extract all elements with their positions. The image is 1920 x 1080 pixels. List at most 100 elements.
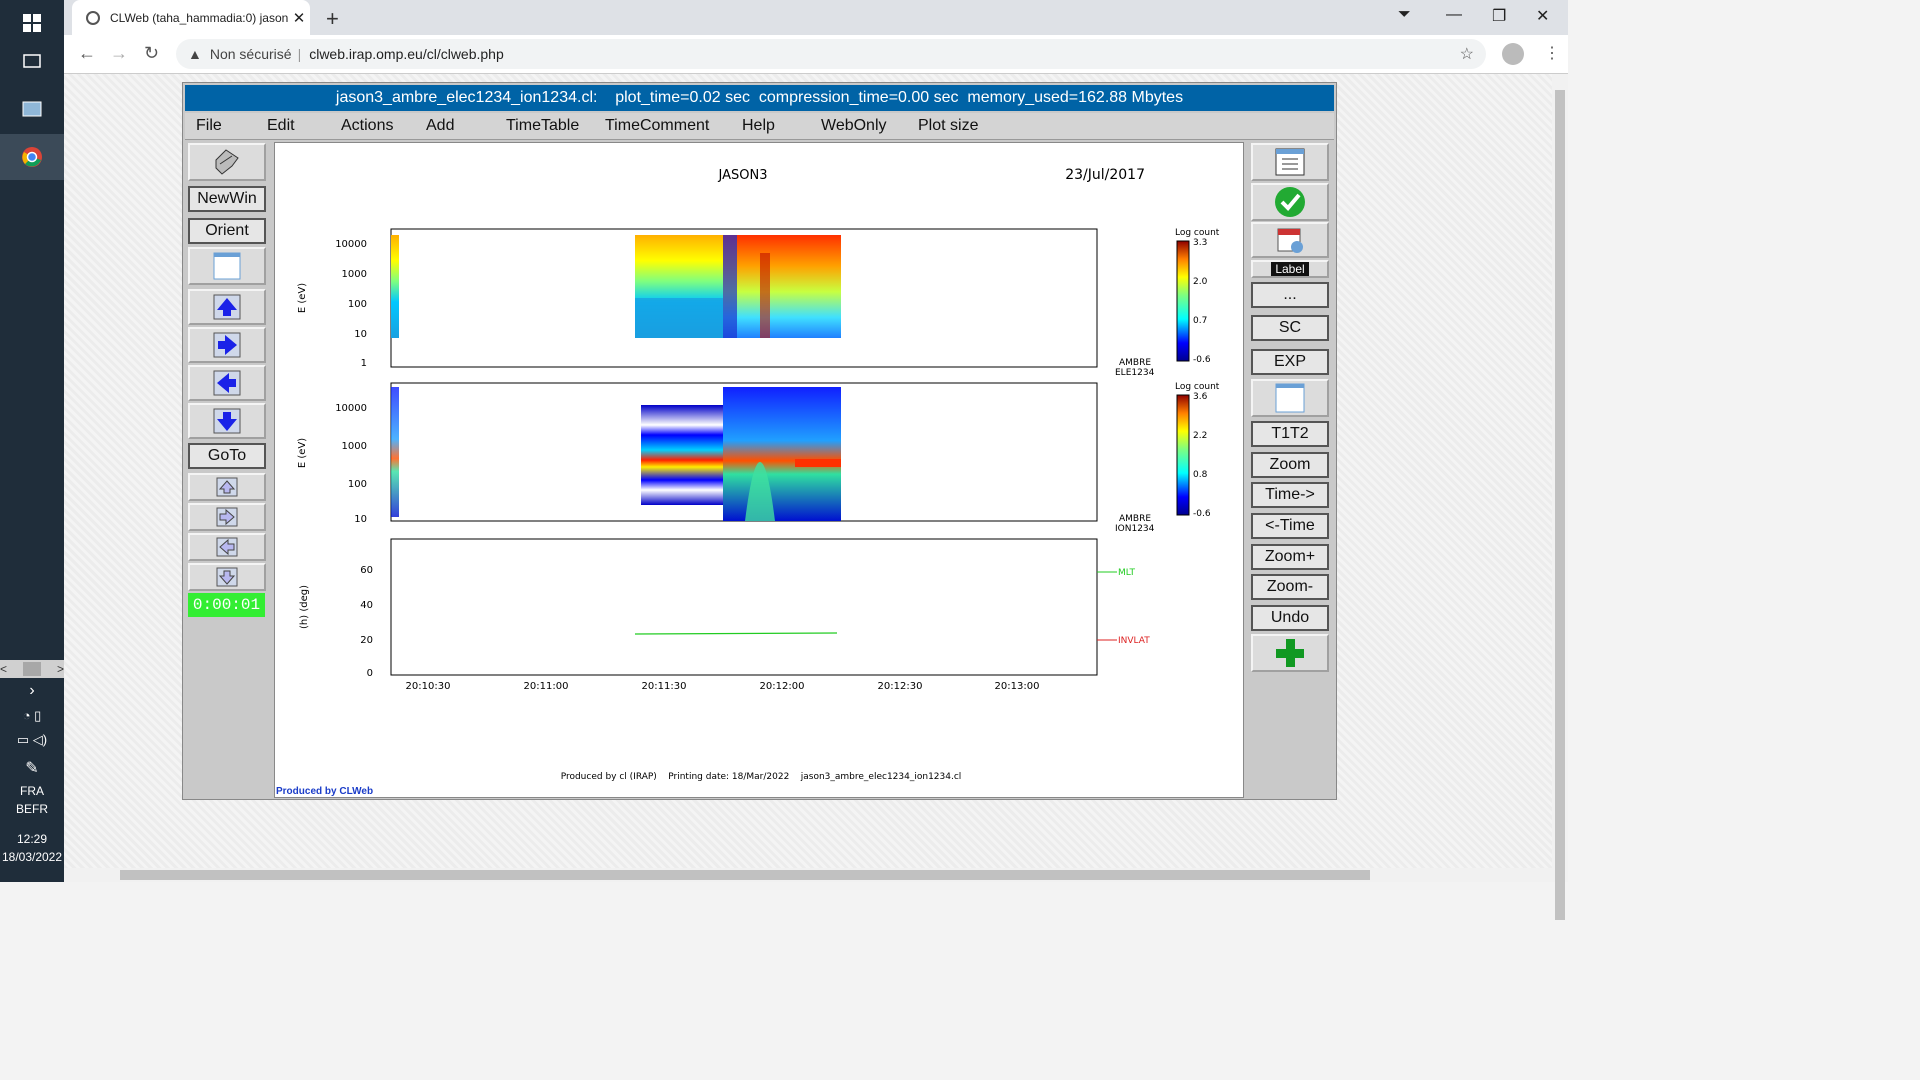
scroll-thumb[interactable] <box>23 662 41 676</box>
list-window-button[interactable] <box>1251 143 1329 181</box>
menu-kebab-icon[interactable]: ⋮ <box>1544 45 1560 62</box>
security-label[interactable]: Non sécurisé <box>209 46 292 62</box>
menu-timecomment[interactable]: TimeComment <box>605 117 710 134</box>
close-icon[interactable]: ✕ <box>292 9 306 27</box>
print-button[interactable] <box>188 143 266 181</box>
pan-left-button[interactable] <box>188 365 266 401</box>
clock-date[interactable]: 18/03/2022 <box>1 850 63 864</box>
plot-mission-title: JASON3 <box>718 168 768 183</box>
panel-ion-spectrogram[interactable]: 10000 1000 100 10 E (eV) AMBRE ION1234 L… <box>297 382 1220 534</box>
add-panel-button[interactable] <box>1251 634 1329 672</box>
pen-icon[interactable]: ✎ <box>25 760 39 777</box>
window2-button[interactable] <box>1251 379 1329 417</box>
menu-edit[interactable]: Edit <box>267 117 295 134</box>
time-back-button[interactable]: <-Time <box>1251 513 1329 539</box>
back-icon[interactable]: ← <box>78 43 96 63</box>
url-text[interactable]: clweb.irap.omp.eu/cl/clweb.php <box>309 46 504 62</box>
time-forward-button[interactable]: Time-> <box>1251 482 1329 508</box>
spectrogram-feature <box>760 253 770 338</box>
goto-button[interactable]: GoTo <box>188 443 266 469</box>
calendar-icon <box>1277 228 1303 253</box>
profile-icon[interactable] <box>1502 43 1524 65</box>
colorbar-title: Log count <box>1175 382 1220 392</box>
sc-button[interactable]: SC <box>1251 315 1329 341</box>
more-button[interactable]: ... <box>1251 282 1329 308</box>
zoom-out-button[interactable]: Zoom- <box>1251 574 1329 600</box>
panel-electron-spectrogram[interactable]: 10000 1000 100 10 1 E (eV) AMBRE ELE1234… <box>297 228 1220 378</box>
bookmark-star-icon[interactable]: ☆ <box>1459 46 1474 63</box>
chevron-right-icon[interactable]: › <box>29 682 35 699</box>
colorbar <box>1176 394 1190 516</box>
menu-file[interactable]: File <box>196 117 222 134</box>
menu-plot-size[interactable]: Plot size <box>918 117 979 134</box>
orient-button[interactable]: Orient <box>188 218 266 244</box>
mlt-line <box>634 632 838 635</box>
chrome-taskbar-icon[interactable] <box>0 134 64 180</box>
panel1-product-label: ELE1234 <box>1115 368 1155 378</box>
panel2-product-label: ION1234 <box>1115 524 1155 534</box>
zoom-button[interactable]: Zoom <box>1251 452 1329 478</box>
arrow-down-icon <box>213 408 241 434</box>
minimize-icon[interactable]: — <box>1446 6 1462 23</box>
panel3-ytick: 40 <box>360 600 373 611</box>
validate-button[interactable] <box>1251 183 1329 221</box>
small-up-button[interactable] <box>188 473 266 501</box>
scroll-thumb[interactable] <box>1555 90 1565 920</box>
colorbar-tick: -0.6 <box>1193 509 1211 519</box>
menu-add[interactable]: Add <box>426 117 455 134</box>
menu-help[interactable]: Help <box>742 117 775 134</box>
menu-webonly[interactable]: WebOnly <box>821 117 887 134</box>
plot-date: 23/Jul/2017 <box>1065 167 1145 183</box>
task-view-icon[interactable] <box>0 38 64 84</box>
wifi-icon[interactable]: ◔ ▯ <box>22 708 42 723</box>
tab-search-icon[interactable]: ⏷ <box>1398 6 1411 23</box>
window-close-icon[interactable]: ✕ <box>1536 8 1550 25</box>
newwin-button[interactable]: NewWin <box>188 186 266 212</box>
windows-start-icon[interactable] <box>0 0 64 46</box>
chevron-right-icon[interactable]: > <box>56 662 64 676</box>
chevron-left-icon[interactable]: < <box>0 662 8 676</box>
pan-right-button[interactable] <box>188 327 266 363</box>
pan-up-button[interactable] <box>188 289 266 325</box>
tab-title: CLWeb (taha_hammadia:0) jason3 <box>110 10 288 25</box>
taskbar-scroller[interactable]: < > <box>0 660 64 678</box>
plot-canvas[interactable]: JASON3 23/Jul/2017 10000 1000 100 10 1 E… <box>274 142 1244 798</box>
language-code[interactable]: FRA <box>20 784 44 798</box>
maximize-icon[interactable]: ❐ <box>1492 8 1507 25</box>
warning-icon[interactable]: ▲ <box>188 46 202 62</box>
exp-button[interactable]: EXP <box>1251 349 1329 375</box>
app-title-bar: jason3_ambre_elec1234_ion1234.cl: plot_t… <box>185 85 1334 111</box>
browser-tab[interactable]: CLWeb (taha_hammadia:0) jason3 ✕ <box>72 0 310 35</box>
small-left-button[interactable] <box>188 533 266 561</box>
undo-button[interactable]: Undo <box>1251 605 1329 631</box>
reload-icon[interactable]: ↻ <box>144 43 160 63</box>
produced-by-link[interactable]: Produced by CLWeb <box>276 786 374 797</box>
label-button[interactable]: Label <box>1251 260 1329 278</box>
calendar-button[interactable] <box>1251 222 1329 258</box>
pan-down-button[interactable] <box>188 403 266 439</box>
horizontal-scrollbar[interactable] <box>64 868 1552 882</box>
menu-actions[interactable]: Actions <box>341 117 394 134</box>
keyboard-layout[interactable]: BEFR <box>15 802 48 816</box>
small-arrow-up-icon <box>216 477 238 497</box>
window-button[interactable] <box>188 247 266 285</box>
forward-icon[interactable]: → <box>110 43 128 63</box>
small-down-button[interactable] <box>188 563 266 591</box>
colorbar-tick: 2.0 <box>1193 277 1208 287</box>
zoom-in-button[interactable]: Zoom+ <box>1251 544 1329 570</box>
app-icon[interactable] <box>0 86 64 132</box>
scroll-thumb[interactable] <box>120 870 1370 880</box>
url-field[interactable]: ▲ Non sécurisé | clweb.irap.omp.eu/cl/cl… <box>176 39 1486 69</box>
colorbar-tick: 0.8 <box>1193 470 1208 480</box>
small-right-button[interactable] <box>188 503 266 531</box>
clock-time[interactable]: 12:29 <box>16 832 48 846</box>
battery-icon[interactable]: ▭ ◁) <box>16 732 48 747</box>
new-tab-icon[interactable]: + <box>326 6 339 31</box>
t1t2-button[interactable]: T1T2 <box>1251 421 1329 447</box>
plot-svg[interactable]: JASON3 23/Jul/2017 10000 1000 100 10 1 E… <box>275 143 1243 797</box>
panel-position[interactable]: 60 40 20 0 (h) (deg) MLT INVLAT <box>299 538 1150 679</box>
spectrogram-feature <box>795 459 841 467</box>
vertical-scrollbar[interactable] <box>1552 74 1568 920</box>
arrow-right-icon <box>213 332 241 358</box>
menu-timetable[interactable]: TimeTable <box>506 117 580 134</box>
